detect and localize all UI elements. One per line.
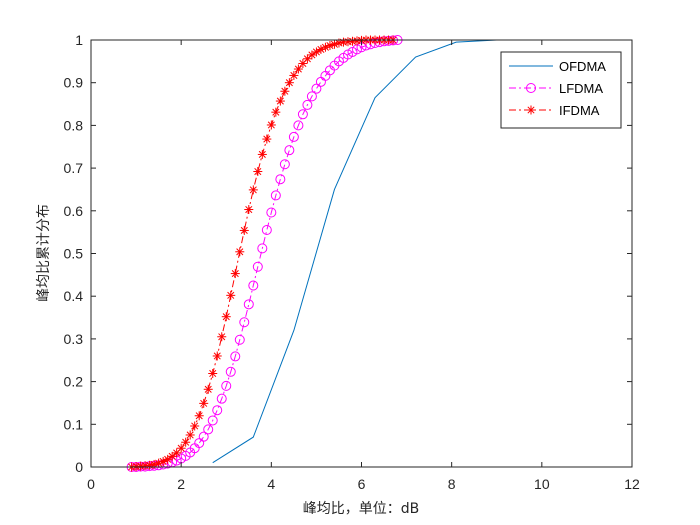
data-point: [266, 207, 277, 218]
data-point: [212, 405, 223, 416]
data-point: [302, 99, 313, 110]
data-point: [226, 290, 236, 300]
data-point: [225, 366, 236, 377]
data-point: [221, 312, 231, 322]
data-point: [248, 185, 258, 195]
data-point: [244, 205, 254, 215]
data-point: [289, 70, 299, 80]
y-tick-label: 0.6: [64, 203, 84, 219]
data-point: [203, 424, 214, 435]
legend-marker: [526, 83, 536, 93]
legend-entry-ofdma: OFDMA: [509, 59, 606, 74]
data-point: [185, 430, 195, 440]
legend-label: OFDMA: [559, 59, 606, 74]
data-point: [280, 86, 290, 96]
series-ifdma: [127, 35, 398, 472]
data-point: [221, 380, 232, 391]
x-tick-label: 4: [267, 476, 275, 492]
data-point: [230, 351, 241, 362]
data-point: [194, 411, 204, 421]
y-axis-title: 峰均比累计分布: [36, 204, 52, 302]
y-tick-label: 0.3: [64, 331, 84, 347]
data-point: [257, 243, 268, 254]
y-tick-label: 0.4: [64, 288, 84, 304]
x-tick-label: 0: [87, 476, 95, 492]
y-tick-label: 0: [75, 459, 83, 475]
legend: OFDMA LFDMA IFDMA: [500, 51, 622, 129]
y-tick-label: 0.7: [64, 160, 84, 176]
data-point: [208, 368, 218, 378]
data-point: [275, 96, 285, 106]
x-tick-label: 2: [177, 476, 185, 492]
data-point: [198, 431, 209, 442]
data-point: [212, 351, 222, 361]
data-point: [216, 393, 227, 404]
data-point: [270, 190, 281, 201]
data-point: [199, 398, 209, 408]
data-point: [275, 174, 286, 185]
data-point: [311, 47, 321, 57]
data-point: [261, 225, 272, 236]
x-tick-label: 8: [448, 476, 456, 492]
series-layer: [126, 35, 578, 472]
y-tick-label: 0.9: [64, 75, 84, 91]
y-tick-label: 0.1: [64, 416, 84, 432]
x-ticks: 0 2 4 6 8 10 12: [87, 40, 640, 492]
data-point: [257, 149, 267, 159]
data-point: [203, 384, 213, 394]
data-point: [325, 41, 335, 51]
x-tick-label: 6: [358, 476, 366, 492]
y-tick-label: 0.8: [64, 117, 84, 133]
data-point: [243, 299, 254, 310]
data-point: [235, 247, 245, 257]
x-axis-title: 峰均比，单位：dB: [303, 501, 420, 517]
data-point: [262, 134, 272, 144]
data-point: [190, 421, 200, 431]
data-point: [167, 451, 177, 461]
legend-entry-lfdma: LFDMA: [509, 81, 603, 96]
x-tick-label: 10: [534, 476, 550, 492]
data-point: [288, 131, 299, 142]
y-tick-label: 0.2: [64, 374, 84, 390]
data-point: [266, 120, 276, 130]
data-point: [234, 334, 245, 345]
x-tick-label: 12: [624, 476, 640, 492]
data-point: [217, 332, 227, 342]
data-point: [239, 317, 250, 328]
data-point: [271, 107, 281, 117]
data-point: [253, 167, 263, 177]
data-point: [307, 50, 317, 60]
data-point: [230, 269, 240, 279]
y-tick-label: 0.5: [64, 246, 84, 262]
data-point: [176, 443, 186, 453]
data-point: [207, 415, 218, 426]
data-point: [293, 120, 304, 131]
data-point: [284, 78, 294, 88]
data-point: [306, 91, 317, 102]
series-line-lfdma: [131, 39, 398, 468]
data-point: [311, 83, 322, 94]
data-point: [297, 109, 308, 120]
data-point: [279, 159, 290, 170]
y-ticks: 0 0.1 0.2 0.3 0.4 0.5 0.6 0.7 0.8 0.9 1: [64, 32, 632, 475]
data-point: [248, 280, 259, 291]
legend-box: [500, 51, 622, 129]
data-point: [163, 454, 173, 464]
legend-marker: [526, 105, 536, 115]
legend-label: LFDMA: [559, 81, 603, 96]
legend-entry-ifdma: IFDMA: [509, 103, 600, 118]
data-point: [239, 225, 249, 235]
data-point: [181, 437, 191, 447]
data-point: [252, 261, 263, 272]
legend-label: IFDMA: [559, 103, 600, 118]
data-point: [284, 145, 295, 156]
data-point: [293, 64, 303, 74]
y-tick-label: 1: [75, 32, 83, 48]
